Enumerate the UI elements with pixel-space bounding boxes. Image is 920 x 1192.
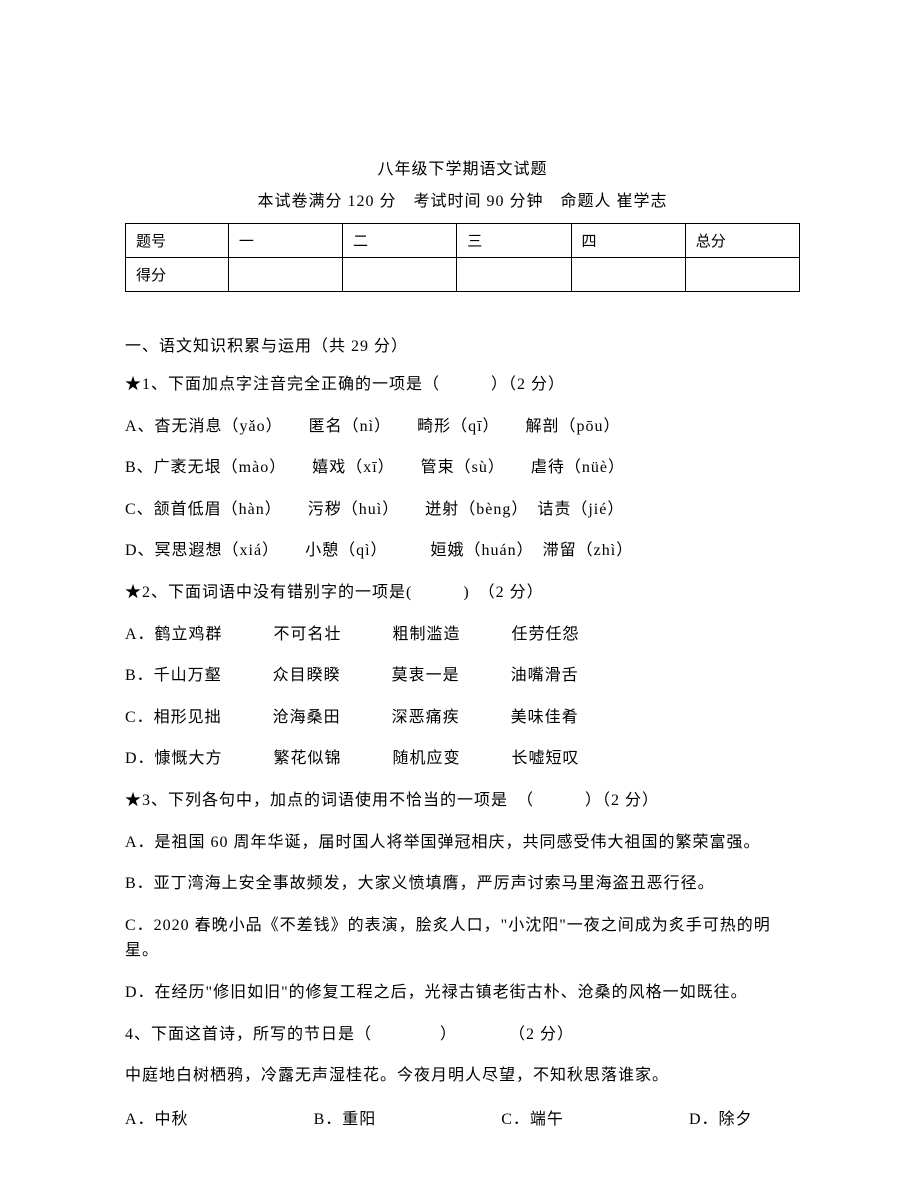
question-stem: ★3、下列各句中，加点的词语使用不恰当的一项是 （ ）（2 分） bbox=[125, 788, 800, 814]
question-stem: 4、下面这首诗，所写的节日是（ ） （2 分） bbox=[125, 1022, 800, 1048]
question-option: B．重阳 bbox=[314, 1105, 377, 1129]
table-cell: 总分 bbox=[685, 224, 799, 258]
question-option: B．亚丁湾海上安全事故频发，大家义愤填膺，严厉声讨索马里海盗丑恶行径。 bbox=[125, 871, 800, 897]
question-option: D．在经历"修旧如旧"的修复工程之后，光禄古镇老街古朴、沧桑的风格一如既往。 bbox=[125, 980, 800, 1006]
question-option: D．慷慨大方 繁花似锦 随机应变 长嘘短叹 bbox=[125, 746, 800, 772]
document-subtitle: 本试卷满分 120 分 考试时间 90 分钟 命题人 崔学志 bbox=[125, 187, 800, 211]
table-cell bbox=[343, 258, 457, 292]
table-cell: 三 bbox=[457, 224, 571, 258]
question-option: A．中秋 bbox=[125, 1105, 189, 1129]
question-stem: ★1、下面加点字注音完全正确的一项是（ ）（2 分） bbox=[125, 372, 800, 398]
question-option: A．是祖国 60 周年华诞，届时国人将举国弹冠相庆，共同感受伟大祖国的繁荣富强。 bbox=[125, 830, 800, 856]
table-row: 得分 bbox=[126, 258, 800, 292]
question-option: D、冥思遐想（xiá） 小憩（qì） 姮娥（huán） 滞留（zhì） bbox=[125, 538, 800, 564]
table-row: 题号 一 二 三 四 总分 bbox=[126, 224, 800, 258]
table-cell: 题号 bbox=[126, 224, 229, 258]
table-cell bbox=[457, 258, 571, 292]
question-option: B．千山万壑 众目睽睽 莫衷一是 油嘴滑舌 bbox=[125, 663, 800, 689]
question-option: A．鹤立鸡群 不可名壮 粗制滥造 任劳任怨 bbox=[125, 622, 800, 648]
table-cell bbox=[228, 258, 342, 292]
table-cell: 得分 bbox=[126, 258, 229, 292]
table-cell bbox=[571, 258, 685, 292]
table-cell: 一 bbox=[228, 224, 342, 258]
question-option: D．除夕 bbox=[689, 1105, 753, 1129]
option-row: A．中秋 B．重阳 C．端午 D．除夕 bbox=[125, 1105, 800, 1129]
question-option: A、杳无消息（yǎo） 匿名（nì） 畸形（qī） 解剖（pōu） bbox=[125, 414, 800, 440]
table-cell: 四 bbox=[571, 224, 685, 258]
question-option: C．2020 春晚小品《不差钱》的表演，脍炙人口，"小沈阳"一夜之间成为炙手可热… bbox=[125, 913, 800, 964]
document-title: 八年级下学期语文试题 bbox=[125, 155, 800, 179]
question-option: C．相形见拙 沧海桑田 深恶痛疾 美味佳肴 bbox=[125, 705, 800, 731]
question-option: C、颔首低眉（hàn） 污秽（huì） 迸射（bèng） 诘责（jié） bbox=[125, 497, 800, 523]
question-stem: ★2、下面词语中没有错别字的一项是( ) （2 分） bbox=[125, 580, 800, 606]
section-heading: 一、语文知识积累与运用（共 29 分） bbox=[125, 332, 800, 356]
score-table: 题号 一 二 三 四 总分 得分 bbox=[125, 223, 800, 292]
question-poem: 中庭地白树栖鸦，冷露无声湿桂花。今夜月明人尽望，不知秋思落谁家。 bbox=[125, 1063, 800, 1089]
table-cell: 二 bbox=[343, 224, 457, 258]
question-option: C．端午 bbox=[501, 1105, 564, 1129]
table-cell bbox=[685, 258, 799, 292]
question-option: B、广袤无垠（mào） 嬉戏（xī） 管束（sù） 虐待（nüè） bbox=[125, 455, 800, 481]
